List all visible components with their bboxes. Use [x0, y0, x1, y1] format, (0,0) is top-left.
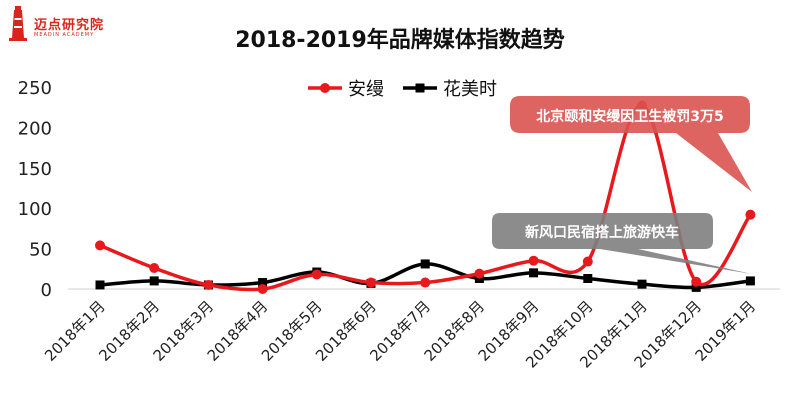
y-tick-label: 0 [41, 280, 52, 301]
data-point-2 [149, 276, 159, 286]
data-point-1 [149, 262, 160, 273]
chart-title: 2018-2019年品牌媒体指数趋势 [235, 28, 565, 53]
data-point-2 [637, 279, 647, 289]
data-point-2 [95, 280, 105, 290]
legend-marker-2 [415, 83, 425, 93]
callout-box-1 [510, 96, 752, 192]
data-point-1 [745, 209, 756, 220]
data-point-1 [203, 279, 214, 290]
data-point-1 [474, 268, 485, 279]
data-point-2 [258, 278, 268, 288]
y-tick-label: 200 [18, 118, 52, 139]
legend-label-2: 花美时 [443, 79, 497, 100]
data-point-2 [420, 259, 430, 269]
data-point-1 [366, 277, 376, 288]
callout-box-2 [492, 213, 752, 274]
legend-label-1: 安缦 [348, 79, 384, 100]
lighthouse-icon [9, 6, 27, 41]
data-point-1 [528, 255, 539, 266]
y-tick-label: 100 [18, 199, 52, 220]
callout-text-1: 北京颐和安缦因卫生被罚3万5 [536, 108, 723, 125]
data-point-2 [745, 276, 755, 286]
y-tick-label: 150 [18, 159, 52, 180]
logo-subtitle: MEADIN ACADEMY [34, 32, 95, 38]
data-point-1 [95, 240, 105, 251]
legend-marker-1 [320, 83, 330, 93]
data-point-2 [529, 268, 539, 278]
data-point-1 [420, 277, 431, 288]
data-point-2 [583, 273, 593, 283]
y-tick-label: 250 [18, 78, 52, 99]
callout-text-2: 新风口民宿搭上旅游快车 [525, 224, 679, 241]
logo-name: 迈点研究院 [34, 18, 105, 33]
data-point-1 [257, 284, 268, 294]
data-point-2 [691, 282, 701, 292]
data-point-1 [311, 269, 322, 280]
data-point-1 [582, 256, 593, 267]
y-tick-label: 50 [29, 240, 52, 261]
brand-logo: 迈点研究院 MEADIN ACADEMY [6, 4, 116, 44]
data-point-1 [691, 276, 702, 287]
